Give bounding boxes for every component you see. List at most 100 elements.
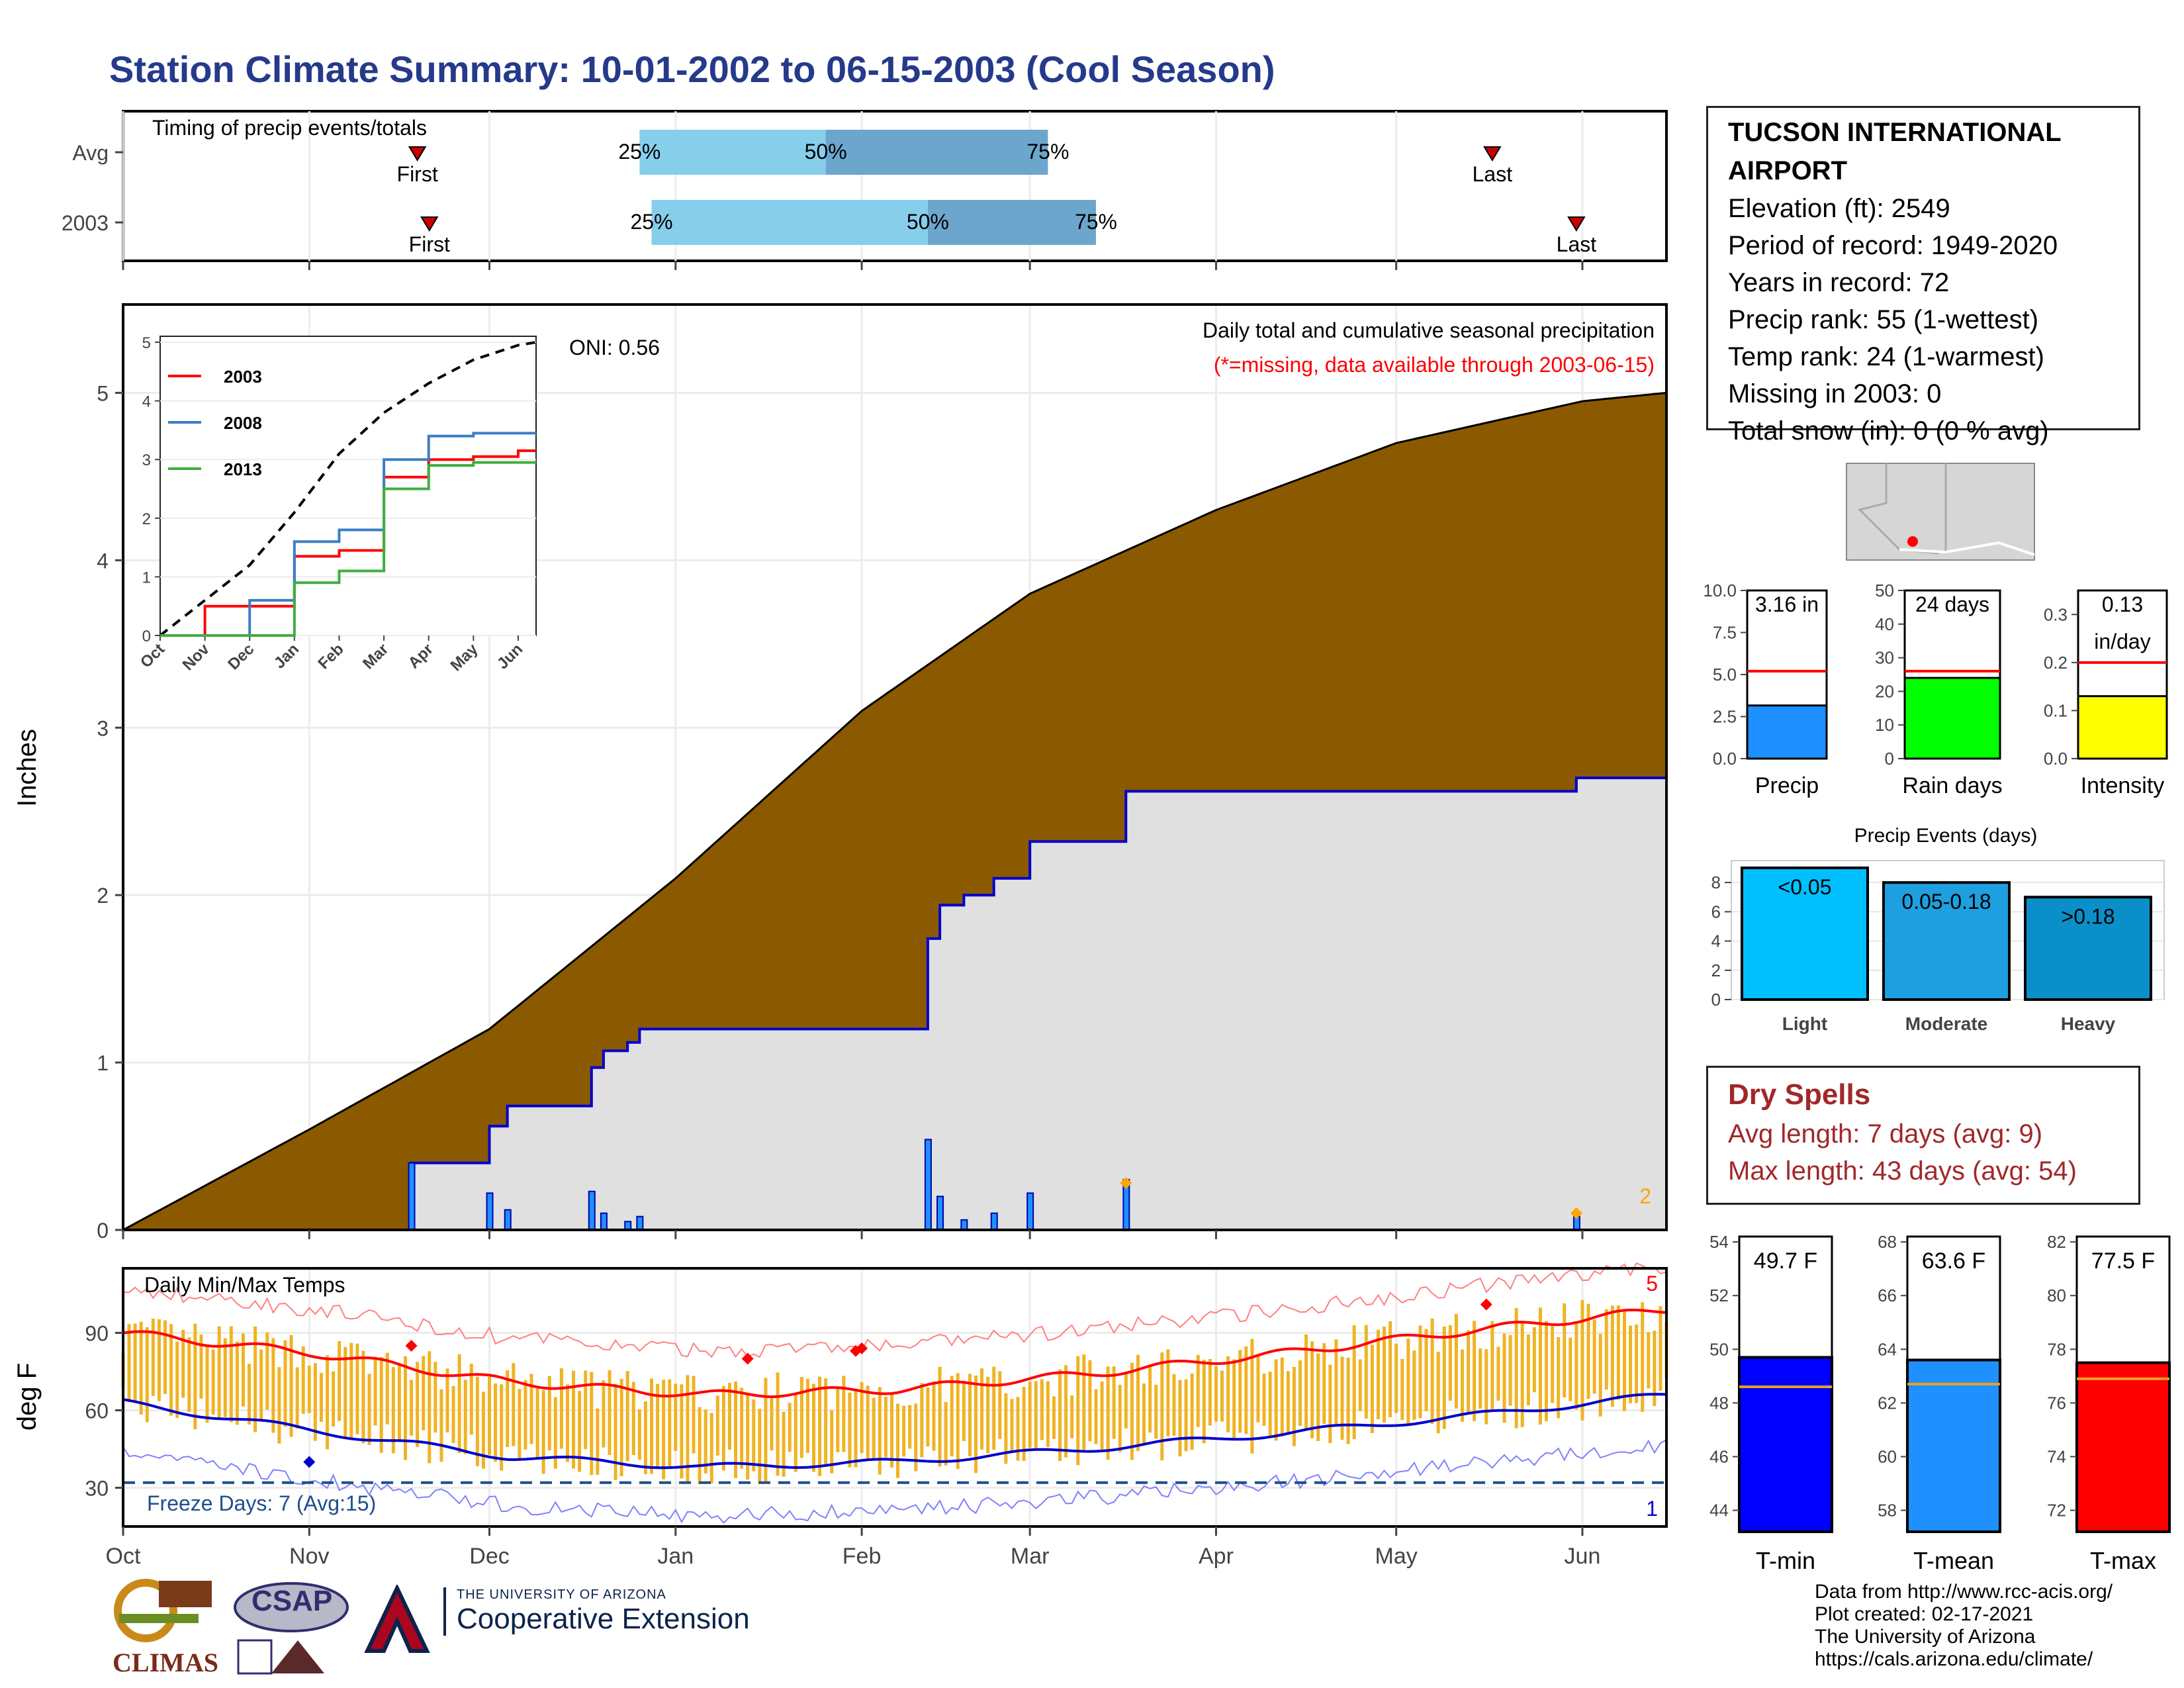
inset-legend-label: 2003 <box>224 367 262 387</box>
intensity-value-label: 0.13 <box>2102 592 2143 616</box>
daily-temp-bar <box>1022 1387 1026 1461</box>
tmax-tick-label: 80 <box>2047 1286 2066 1305</box>
daily-temp-bar <box>1569 1337 1572 1401</box>
rain-days-value-label: 24 days <box>1915 592 1989 616</box>
ua-logo <box>364 1585 430 1658</box>
daily-precip-bar <box>960 1219 968 1231</box>
intensity-tick-label: 0.3 <box>2044 604 2068 624</box>
daily-temp-bar <box>1473 1321 1477 1421</box>
daily-temp-bar <box>277 1367 281 1444</box>
events-y-tick-label: 8 <box>1711 872 1721 892</box>
daily-temp-bar <box>518 1389 522 1461</box>
rain-days-x-label: Rain days <box>1902 773 2002 798</box>
daily-temp-bar <box>1016 1397 1020 1461</box>
inset-legend-label: 2013 <box>224 459 262 479</box>
daily-temp-bar <box>980 1368 984 1450</box>
daily-temp-bar <box>253 1326 257 1432</box>
event-category-label: Moderate <box>1905 1013 1987 1034</box>
avg-min-temp-line <box>122 1393 1667 1470</box>
daily-temp-bar <box>715 1395 719 1456</box>
daily-temp-bar <box>1256 1354 1260 1423</box>
avg-max-temp-line <box>122 1308 1667 1399</box>
daily-temp-bar <box>1040 1379 1044 1440</box>
daily-temp-bar <box>998 1371 1002 1439</box>
daily-temp-bar <box>1124 1371 1128 1429</box>
daily-temp-bar <box>1172 1374 1176 1436</box>
daily-temp-bar <box>410 1380 414 1436</box>
dry-spells-title: Dry Spells <box>1728 1078 1871 1111</box>
daily-temp-bar <box>1262 1374 1266 1426</box>
daily-temp-bar <box>1406 1338 1410 1426</box>
daily-temp-bar <box>1370 1344 1374 1433</box>
daily-temp-bar <box>1592 1319 1596 1394</box>
daily-temp-bar <box>265 1332 269 1410</box>
inset-series-line <box>160 432 536 637</box>
first-event-marker <box>420 216 439 232</box>
daily-temp-bar <box>572 1370 576 1469</box>
timing-bar-50-75 <box>927 200 1096 245</box>
event-range-label: >0.18 <box>2062 904 2115 928</box>
daily-temp-bar <box>469 1364 473 1435</box>
daily-temp-bar <box>1130 1362 1134 1460</box>
daily-temp-bar <box>776 1372 780 1476</box>
climas-emblem-icon <box>114 1579 212 1642</box>
intensity-tick-label: 0.1 <box>2044 700 2068 720</box>
daily-temp-bar <box>1436 1352 1440 1434</box>
daily-temp-bar <box>1178 1380 1182 1457</box>
daily-temp-bar <box>656 1383 660 1468</box>
timing-bar-25-50 <box>651 200 928 245</box>
month-tick-label: May <box>1375 1544 1418 1569</box>
daily-temp-bar <box>704 1409 707 1474</box>
daily-temp-bar <box>1388 1321 1392 1418</box>
daily-temp-bar <box>1208 1358 1212 1426</box>
events-y-tick-label: 2 <box>1711 961 1721 980</box>
daily-temp-bar <box>721 1385 725 1471</box>
events-y-tick-label: 6 <box>1711 902 1721 921</box>
tmax-tick-label: 74 <box>2047 1446 2066 1466</box>
temp-y-tick-label: 90 <box>85 1322 109 1346</box>
tmean-x-label: T-mean <box>1913 1547 1994 1574</box>
rain-days-tick-label: 40 <box>1875 614 1894 634</box>
daily-temp-bar <box>818 1376 822 1476</box>
station-snow: Total snow (in): 0 (0 % avg) <box>1728 416 2049 445</box>
tmin-value-label: 49.7 F <box>1754 1248 1817 1274</box>
daily-temp-bar <box>1112 1366 1116 1439</box>
station-name: TUCSON INTERNATIONAL AIRPORT <box>1728 118 2061 185</box>
daily-temp-bar <box>1496 1346 1500 1401</box>
daily-temp-bar <box>872 1397 876 1459</box>
daily-temp-bar <box>403 1356 407 1460</box>
record-high-marker-icon <box>741 1352 754 1365</box>
daily-temp-bar <box>992 1366 996 1450</box>
daily-temp-bar <box>1214 1366 1218 1422</box>
daily-temp-bar <box>1376 1329 1380 1420</box>
daily-temp-bar <box>1412 1350 1416 1421</box>
daily-temp-bar <box>842 1376 846 1452</box>
dry-spells-box: Dry Spells Avg length: 7 days (avg: 9) M… <box>1706 1066 2140 1205</box>
daily-temp-bar <box>1196 1354 1200 1427</box>
precip-total-tick-label: 0.0 <box>1713 749 1737 769</box>
tmin-tick-label: 48 <box>1709 1393 1729 1413</box>
inset-y-tick-label: 3 <box>142 451 151 469</box>
inset-y-tick-label: 1 <box>142 569 151 586</box>
timing-pct-label: 25% <box>630 210 672 234</box>
daily-temp-bar <box>1106 1366 1110 1460</box>
credit-line: The University of Arizona <box>1815 1626 2036 1648</box>
daily-temp-bar <box>1479 1348 1482 1409</box>
page-title: Station Climate Summary: 10-01-2002 to 0… <box>109 48 1275 90</box>
daily-temp-bar <box>506 1370 510 1447</box>
precip-total-tick-label: 5.0 <box>1713 665 1737 684</box>
tmin-tick-label: 50 <box>1709 1339 1729 1359</box>
rain-days-bar <box>1903 677 2001 760</box>
daily-temp-bar <box>902 1405 906 1457</box>
daily-temp-bar <box>608 1370 612 1455</box>
precip-total-value-label: 3.16 in <box>1755 592 1819 616</box>
daily-temp-bar <box>391 1367 395 1454</box>
precip-panel-frame <box>122 303 1668 1231</box>
daily-precip-bar <box>408 1162 416 1231</box>
daily-temp-bar <box>1136 1354 1140 1451</box>
daily-temp-bar <box>668 1379 672 1468</box>
daily-temp-bar <box>1220 1370 1224 1422</box>
daily-temp-bar <box>139 1321 143 1415</box>
daily-temp-bar <box>1551 1326 1555 1403</box>
daily-temp-bar <box>181 1329 185 1398</box>
